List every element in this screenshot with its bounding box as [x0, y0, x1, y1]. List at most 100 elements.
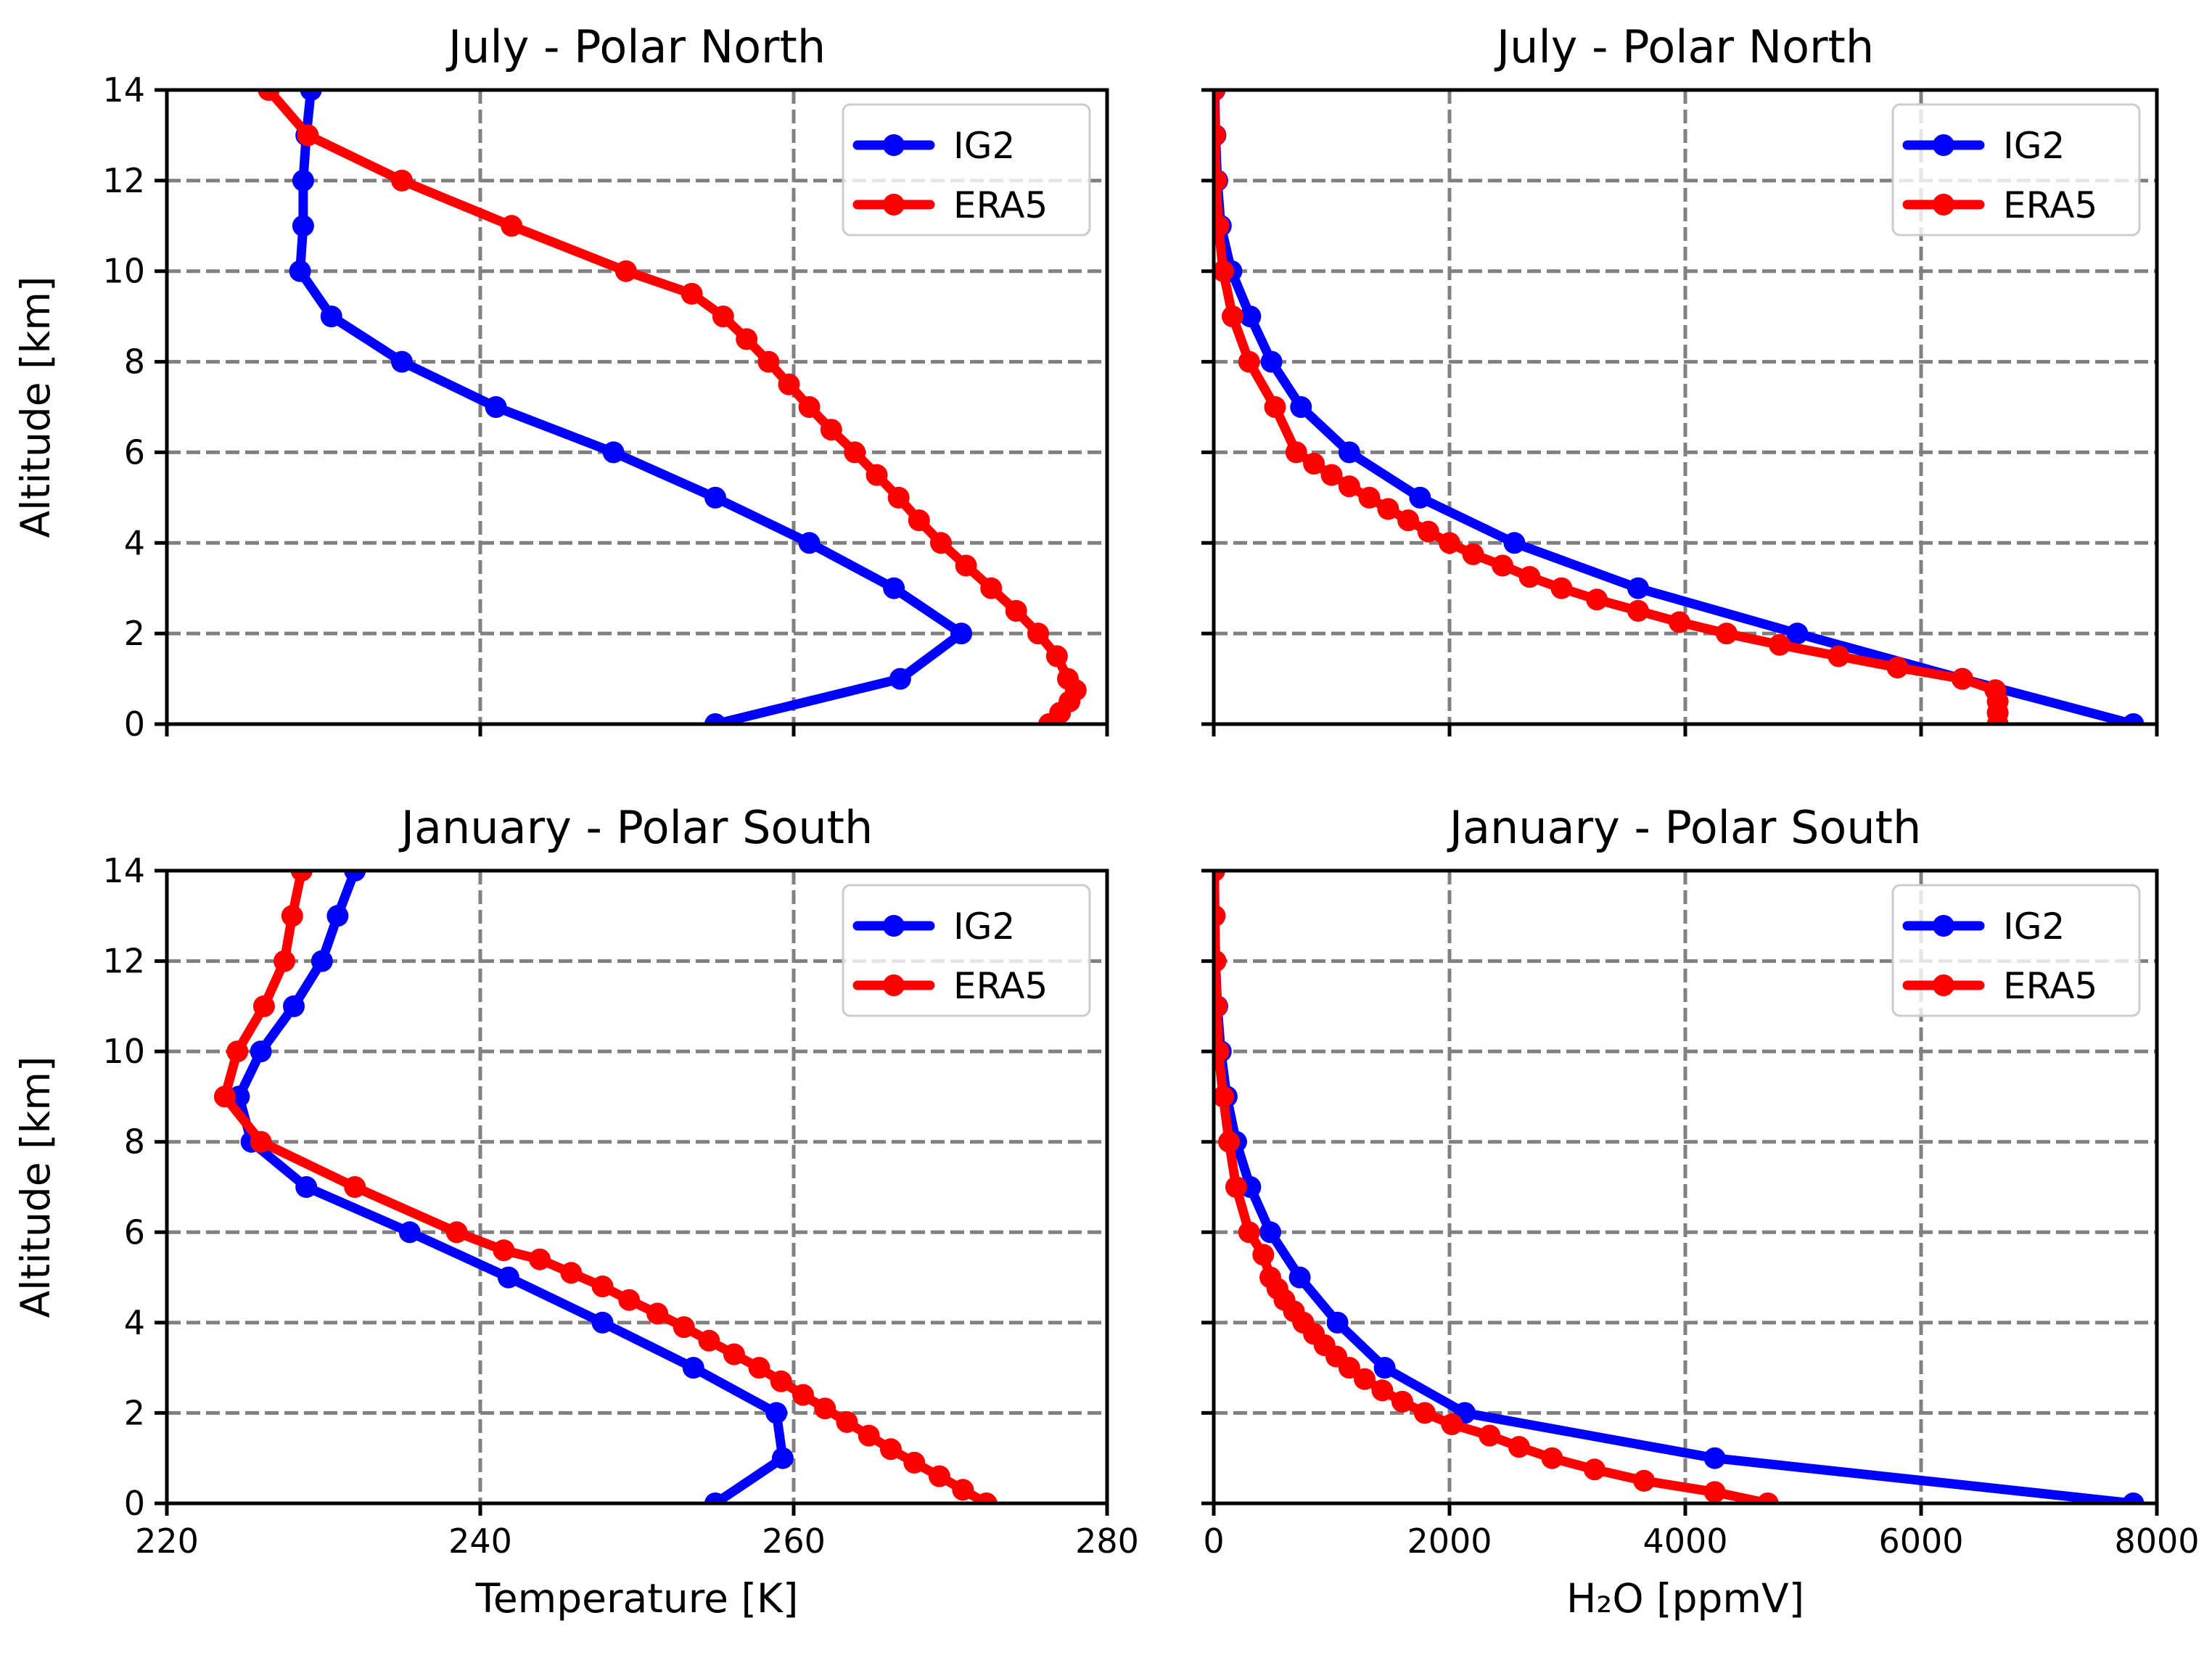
data-point-ig2	[300, 90, 322, 101]
y-axis-label: Altitude [km]	[12, 276, 59, 538]
y-tick-label: 2	[124, 614, 145, 653]
legend-label-ig2: IG2	[2003, 905, 2065, 948]
data-point-ig2	[1288, 1266, 1311, 1289]
data-point-ig2	[292, 215, 314, 237]
chart-title: July - Polar North	[445, 20, 826, 73]
data-point-ig2	[283, 995, 305, 1017]
series-era5	[1214, 90, 2009, 724]
data-point-era5	[1225, 1176, 1247, 1198]
data-point-era5	[928, 1465, 950, 1487]
data-point-era5	[844, 441, 866, 464]
data-point-era5	[1541, 1447, 1563, 1469]
data-point-ig2	[320, 305, 342, 328]
data-point-era5	[1285, 441, 1307, 464]
data-point-era5	[698, 1329, 720, 1352]
data-point-ig2	[1703, 1447, 1726, 1469]
x-tick-label: 260	[762, 1521, 826, 1561]
legend-label-era5: ERA5	[953, 965, 1048, 1007]
data-point-era5	[712, 305, 734, 328]
x-tick-label: 240	[448, 1521, 512, 1561]
data-point-ig2	[1290, 396, 1312, 418]
x-axis-label: Temperature [K]	[475, 1575, 799, 1622]
chart-panel-bottom-left: 220 240 260 280 0 2 4 6 8 10 12 14 January - Polar S…	[12, 801, 1139, 1622]
y-tick-label: 2	[124, 1393, 145, 1432]
legend-label-ig2: IG2	[953, 125, 1015, 167]
data-point-era5	[673, 1316, 695, 1339]
y-tick-label: 0	[124, 1484, 145, 1523]
data-point-era5	[1769, 633, 1790, 656]
data-point-ig2	[1259, 1221, 1281, 1244]
data-point-era5	[1441, 1413, 1463, 1435]
data-point-era5	[736, 328, 758, 350]
legend-swatch-marker-ig2	[883, 134, 905, 156]
data-point-ig2	[765, 1402, 788, 1424]
data-point-ig2	[344, 871, 366, 882]
data-point-ig2	[326, 905, 349, 927]
legend-swatch-marker-era5	[883, 974, 905, 996]
y-tick-label: 14	[102, 70, 145, 110]
data-point-ig2	[1786, 623, 1809, 645]
x-axis-label: H₂O [ppmV]	[1566, 1575, 1804, 1622]
data-point-era5	[836, 1410, 858, 1433]
y-axis-label: Altitude [km]	[12, 1056, 59, 1318]
legend: IG2 ERA5	[842, 103, 1091, 237]
data-point-ig2	[485, 396, 507, 418]
data-point-ig2	[398, 1221, 421, 1244]
legend-swatch-marker-era5	[1933, 194, 1954, 215]
data-point-era5	[1756, 1492, 1779, 1503]
data-point-era5	[1550, 577, 1573, 599]
data-point-era5	[1827, 645, 1850, 668]
legend-swatch-marker-ig2	[1933, 134, 1954, 156]
data-point-era5	[618, 1289, 641, 1311]
data-point-era5	[1057, 668, 1079, 690]
series-era5	[213, 871, 998, 1503]
data-point-era5	[1377, 498, 1399, 520]
data-point-era5	[213, 1085, 236, 1108]
data-point-era5	[1218, 1130, 1241, 1153]
data-point-era5	[681, 282, 703, 305]
data-point-ig2	[391, 350, 413, 373]
data-point-era5	[778, 373, 800, 395]
data-point-ig2	[1260, 350, 1283, 373]
data-point-era5	[1462, 543, 1484, 565]
data-point-era5	[798, 396, 821, 418]
data-point-era5	[757, 350, 780, 373]
chart-panel-top-right: July - Polar North IG2 ERA5	[1201, 20, 2159, 736]
data-point-era5	[1238, 350, 1260, 373]
data-point-era5	[1252, 1244, 1275, 1266]
data-point-era5	[1238, 1221, 1260, 1244]
data-point-era5	[646, 1302, 669, 1325]
y-tick-label: 0	[124, 705, 145, 744]
data-point-ig2	[1326, 1311, 1349, 1334]
data-point-era5	[820, 419, 842, 441]
x-tick-label: 2000	[1407, 1521, 1492, 1561]
y-tick-label: 10	[102, 252, 145, 291]
data-point-era5	[792, 1384, 814, 1406]
data-point-ig2	[704, 1492, 726, 1503]
chart-panel-top-left: 0 2 4 6 8 10 12 14 July - Polar North Altitude [k…	[12, 20, 1109, 744]
data-point-era5	[591, 1276, 614, 1297]
data-point-era5	[1264, 396, 1286, 418]
data-point-ig2	[771, 1447, 794, 1469]
chart-title: January - Polar South	[398, 801, 873, 854]
legend: IG2 ERA5	[842, 884, 1091, 1017]
data-point-era5	[1027, 623, 1049, 645]
legend-swatch-marker-era5	[1933, 974, 1954, 996]
data-point-era5	[1391, 1390, 1413, 1413]
data-point-era5	[274, 950, 295, 972]
data-point-era5	[1492, 554, 1514, 577]
data-point-ig2	[682, 1357, 704, 1379]
series-era5	[258, 90, 1087, 724]
chart-title: January - Polar South	[1447, 801, 1922, 854]
data-point-era5	[748, 1357, 770, 1379]
data-point-era5	[879, 1438, 902, 1461]
data-point-era5	[1259, 1266, 1281, 1289]
data-point-era5	[1354, 1368, 1376, 1390]
data-point-era5	[1045, 645, 1068, 668]
y-tick-label: 8	[124, 1122, 145, 1162]
data-point-era5	[1413, 1402, 1436, 1424]
data-point-era5	[1214, 950, 1227, 972]
data-point-era5	[1397, 509, 1420, 532]
data-point-era5	[955, 554, 977, 577]
data-point-era5	[1518, 566, 1541, 588]
